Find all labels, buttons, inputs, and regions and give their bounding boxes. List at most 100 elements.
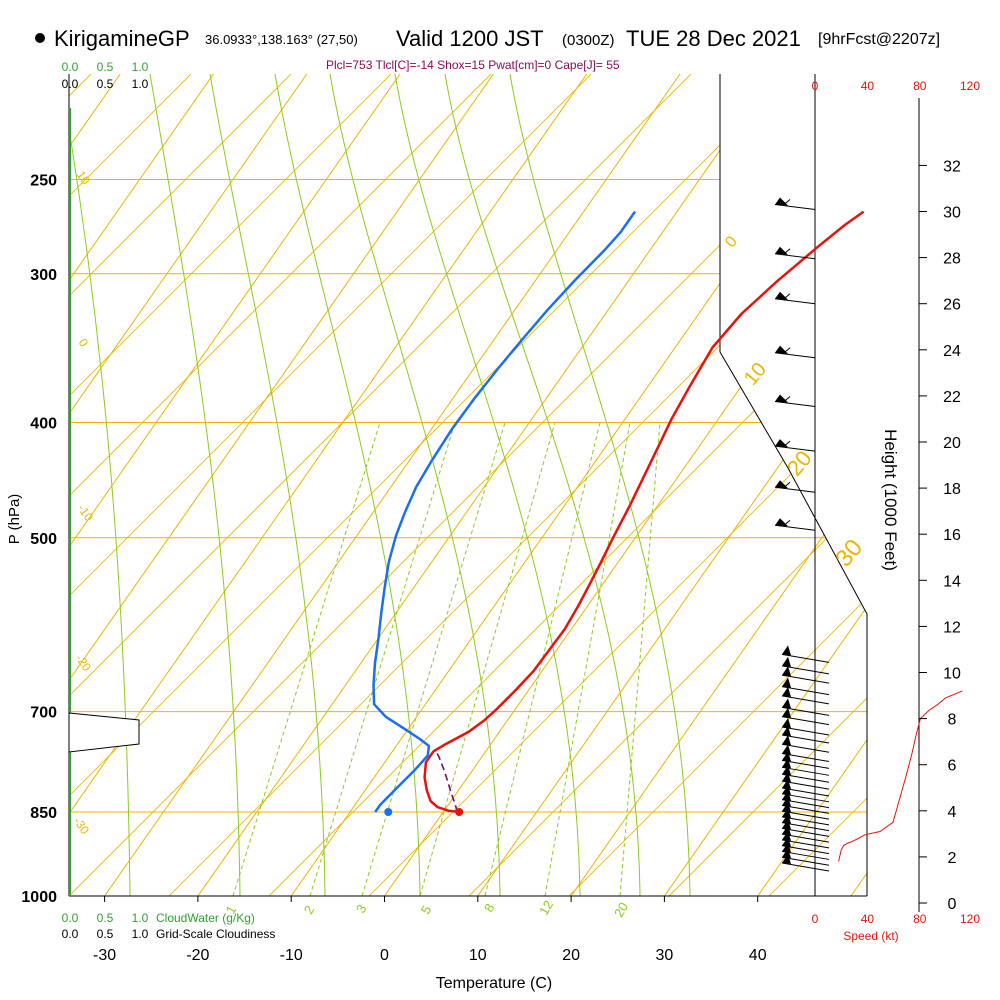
isotherm-line — [384, 74, 867, 896]
height-tick-label: 2 — [948, 850, 957, 867]
wind-barb-shaft — [774, 253, 816, 260]
dry-adiabat-label: -10 — [75, 502, 97, 525]
cloud-scale-top-label: 0.5 — [97, 60, 114, 74]
cloud-scale-bottom-label: 0.0 — [62, 911, 79, 925]
valid-date: TUE 28 Dec 2021 — [626, 26, 801, 51]
dry-adiabat-label: 10 — [74, 168, 93, 187]
wind-barb-shaft — [781, 773, 830, 783]
wind-barb-shaft — [781, 839, 830, 849]
isotherm-line — [69, 74, 121, 896]
background-lines — [69, 74, 867, 896]
wind-barb-shaft — [774, 352, 816, 359]
dry-adiabat-line — [368, 74, 867, 896]
wind-barb — [781, 735, 830, 753]
dry-adiabat-line — [69, 74, 867, 896]
mixing-ratio-label: 20 — [611, 900, 631, 920]
dry-adiabat-line — [268, 74, 867, 896]
cloud-scale-top-label: 1.0 — [132, 60, 149, 74]
isotherm-line — [69, 74, 494, 896]
cloudiness-scale-bottom-label: 0.0 — [62, 927, 79, 941]
wind-barb-upper — [774, 518, 816, 531]
x-tick-label: -30 — [93, 947, 116, 964]
x-tick-label: -10 — [280, 947, 303, 964]
cloud-scale-bottom-label: 0.5 — [97, 911, 114, 925]
wind-barb-tick — [782, 347, 791, 355]
forecast-label: [9hrFcst@2207z] — [818, 31, 941, 48]
wind-barb-tick — [782, 519, 791, 527]
wind-barb-flag — [775, 439, 788, 448]
right-boundary — [719, 74, 868, 896]
wind-barb-shaft — [774, 524, 816, 531]
height-axis-title: Height (1000 Feet) — [881, 429, 900, 571]
speed-profile-line — [838, 690, 963, 862]
wind-barbs — [774, 197, 830, 872]
wind-barb-flag — [782, 744, 791, 755]
wind-barb-shaft — [781, 850, 830, 860]
height-tick-label: 28 — [943, 251, 961, 268]
height-tick-label: 32 — [943, 158, 961, 175]
wind-barb-upper — [774, 480, 816, 493]
height-tick-label: 16 — [943, 527, 961, 544]
cloudiness-scale-top-label: 0.5 — [97, 77, 114, 91]
moist-adiabat-line — [149, 74, 241, 896]
speed-tick-bottom: 120 — [960, 912, 980, 926]
wind-barb-shaft — [781, 799, 830, 809]
wind-barb — [781, 666, 830, 684]
wind-barb-shaft — [781, 793, 830, 803]
isotherm-line — [69, 74, 588, 896]
moist-adiabat-label: 0 — [722, 233, 741, 251]
moist-adiabat-line — [209, 74, 326, 896]
height-tick-label: 10 — [943, 666, 961, 683]
wind-barb-shaft — [781, 816, 830, 826]
pressure-tick-label: 250 — [30, 173, 57, 190]
station-coords: 36.0933°,138.163° (27,50) — [205, 32, 358, 47]
speed-tick-top: 40 — [861, 79, 875, 93]
wind-barb — [781, 677, 830, 696]
wind-barb-shaft — [781, 810, 830, 820]
mixing-ratio-label: 8 — [481, 901, 498, 915]
stability-indices: Plcl=753 Tlcl[C]=-14 Shox=15 Pwat[cm]=0 … — [326, 58, 620, 72]
moist-adiabat-line — [274, 74, 421, 896]
pressure-tick-label: 400 — [30, 415, 57, 432]
wind-barb-flag — [775, 291, 788, 300]
cloudiness-scale-bottom-label: 1.0 — [132, 927, 149, 941]
wind-barb-upper — [774, 291, 816, 305]
wind-barb-flag — [782, 686, 791, 697]
isotherm-line — [69, 74, 401, 896]
dewpoint-line — [372, 210, 637, 813]
mixing-ratio-line — [544, 422, 631, 896]
wind-barb-shaft — [781, 686, 830, 696]
pressure-tick-label: 500 — [30, 531, 57, 548]
wind-barb-shaft — [781, 734, 830, 744]
wind-barb-upper — [774, 439, 816, 452]
wind-barb-tick — [782, 396, 791, 403]
series-layer — [372, 210, 865, 817]
wind-barb-upper — [774, 197, 816, 211]
wind-barb-shaft — [781, 766, 830, 776]
wind-barb-shaft — [774, 204, 816, 211]
wind-barb-shaft — [781, 833, 830, 843]
wind-barb-shaft — [781, 780, 830, 790]
height-tick-label: 6 — [948, 758, 957, 775]
surface-temperature-dot — [455, 808, 464, 817]
dry-adiabat-line — [168, 74, 867, 896]
station-dot — [35, 33, 45, 43]
mixing-ratio-line — [361, 422, 506, 896]
dry-adiabat-label: -30 — [71, 815, 93, 838]
dry-adiabat-line — [69, 74, 192, 896]
mixing-ratio-line — [232, 422, 381, 896]
wind-barb-tick — [782, 481, 791, 489]
height-tick-label: 14 — [943, 573, 961, 590]
mixing-ratio-label: 3 — [353, 902, 370, 916]
parcel-line — [434, 749, 459, 813]
wind-barb-shaft — [781, 653, 830, 663]
x-tick-label: 40 — [749, 947, 767, 964]
moist-adiabat-label: 10 — [740, 359, 771, 390]
mixing-ratio-label: 12 — [536, 898, 556, 918]
x-tick-label: 20 — [562, 947, 580, 964]
speed-tick-bottom: 0 — [812, 912, 819, 926]
wind-barb-shaft — [781, 716, 830, 726]
cloudiness-scale-top-label: 0.0 — [62, 77, 79, 91]
pressure-tick-label: 700 — [30, 705, 57, 722]
